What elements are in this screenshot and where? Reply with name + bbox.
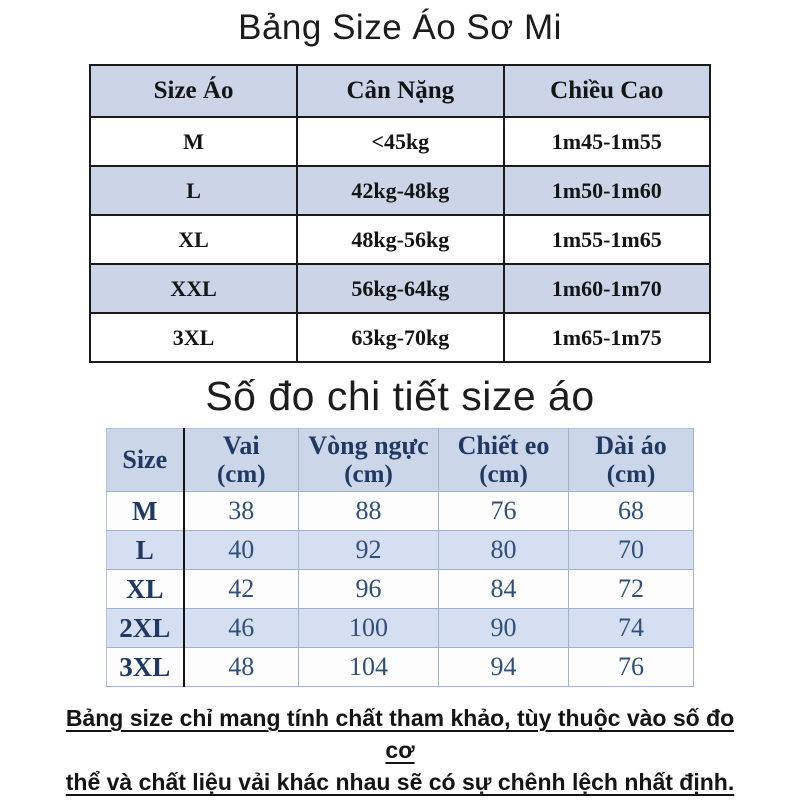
table-row: XL 48kg-56kg 1m55-1m65	[88, 214, 712, 265]
size-value: 3XL	[88, 312, 299, 363]
height-value: 1m60-1m70	[502, 263, 712, 314]
chest-value: 92	[298, 530, 439, 570]
waist-value: 94	[438, 647, 569, 687]
shoulder-value: 40	[183, 530, 299, 570]
column-header-size-ao: Size Áo	[88, 64, 299, 118]
size-value: L	[106, 530, 185, 570]
weight-value: <45kg	[296, 116, 505, 167]
weight-value: 48kg-56kg	[296, 214, 505, 265]
page-title: Bảng Size Áo Sơ Mi	[238, 8, 562, 47]
size-table-header-row: Size Áo Cân Nặng Chiều Cao	[88, 64, 712, 118]
shoulder-value: 42	[183, 569, 299, 609]
column-header-vong-nguc: Vòng ngực (cm)	[298, 428, 439, 492]
length-value: 72	[568, 569, 694, 609]
size-value: M	[88, 116, 299, 167]
column-header-dai-ao: Dài áo (cm)	[568, 428, 694, 492]
table-row: XXL 56kg-64kg 1m60-1m70	[88, 263, 712, 314]
height-value: 1m65-1m75	[502, 312, 712, 363]
height-value: 1m55-1m65	[502, 214, 712, 265]
detail-title: Số đo chi tiết size áo	[205, 373, 595, 419]
size-value: XL	[106, 569, 185, 609]
table-row: L 42kg-48kg 1m50-1m60	[88, 165, 712, 216]
height-value: 1m50-1m60	[502, 165, 712, 216]
column-header-chieu-cao: Chiều Cao	[502, 64, 712, 118]
chest-value: 100	[298, 608, 439, 648]
shoulder-value: 38	[183, 491, 299, 531]
size-value: 2XL	[106, 608, 185, 648]
chest-value: 96	[298, 569, 439, 609]
disclaimer-note: Bảng size chỉ mang tính chất tham khảo, …	[60, 702, 740, 799]
chest-value: 88	[298, 491, 439, 531]
length-value: 70	[568, 530, 694, 570]
waist-value: 80	[438, 530, 569, 570]
measurement-table: Size Vai (cm) Vòng ngực (cm) Chiết eo (c…	[106, 428, 694, 687]
disclaimer-line-1: Bảng size chỉ mang tính chất tham khảo, …	[65, 705, 735, 764]
column-unit: (cm)	[606, 460, 656, 488]
height-value: 1m45-1m55	[502, 116, 712, 167]
waist-value: 90	[438, 608, 569, 648]
column-header-chiet-eo: Chiết eo (cm)	[438, 428, 569, 492]
table-row: M <45kg 1m45-1m55	[88, 116, 712, 167]
column-label: Size	[122, 445, 168, 475]
column-label: Dài áo	[595, 431, 667, 461]
measurement-row: L 40 92 80 70	[106, 530, 694, 570]
weight-value: 63kg-70kg	[296, 312, 505, 363]
weight-value: 56kg-64kg	[296, 263, 505, 314]
column-unit: (cm)	[479, 460, 528, 488]
column-unit: (cm)	[216, 460, 266, 488]
measurement-row: 3XL 48 104 94 76	[106, 647, 694, 687]
size-value: 3XL	[106, 647, 185, 687]
measurement-row: M 38 88 76 68	[106, 491, 694, 531]
length-value: 76	[568, 647, 694, 687]
length-value: 74	[568, 608, 694, 648]
column-header-size: Size	[106, 428, 185, 492]
column-header-vai: Vai (cm)	[183, 428, 299, 492]
waist-value: 84	[438, 569, 569, 609]
measurement-row: XL 42 96 84 72	[106, 569, 694, 609]
disclaimer-line-2: thể và chất liệu vải khác nhau sẽ có sự …	[65, 769, 735, 796]
shoulder-value: 46	[183, 608, 299, 648]
measurement-header-row: Size Vai (cm) Vòng ngực (cm) Chiết eo (c…	[106, 428, 694, 492]
column-header-can-nang: Cân Nặng	[296, 64, 505, 118]
column-label: Vòng ngực	[308, 431, 429, 461]
table-row: 3XL 63kg-70kg 1m65-1m75	[88, 312, 712, 363]
size-value: L	[88, 165, 299, 216]
shirt-size-table: Size Áo Cân Nặng Chiều Cao M <45kg 1m45-…	[88, 64, 712, 363]
column-label: Chiết eo	[457, 431, 550, 461]
length-value: 68	[568, 491, 694, 531]
shoulder-value: 48	[183, 647, 299, 687]
size-value: XXL	[88, 263, 299, 314]
size-value: M	[106, 491, 185, 531]
measurement-row: 2XL 46 100 90 74	[106, 608, 694, 648]
size-value: XL	[88, 214, 299, 265]
column-label: Vai	[222, 431, 260, 461]
column-unit: (cm)	[344, 460, 393, 488]
waist-value: 76	[438, 491, 569, 531]
chest-value: 104	[298, 647, 439, 687]
weight-value: 42kg-48kg	[296, 165, 505, 216]
